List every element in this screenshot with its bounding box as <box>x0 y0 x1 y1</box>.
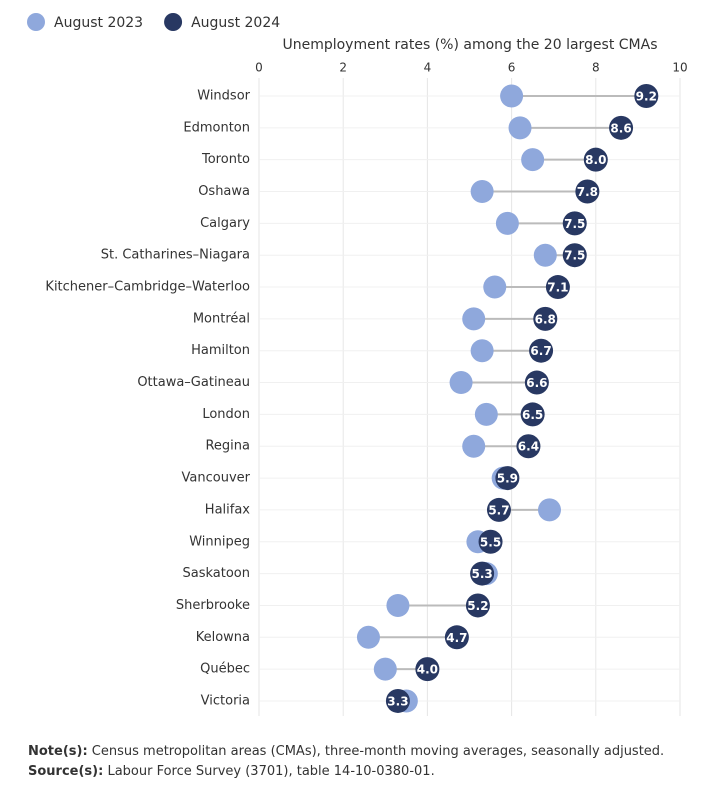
data-label: 6.5 <box>522 408 543 422</box>
dot-2024 <box>524 370 549 395</box>
y-tick-label: Toronto <box>201 152 250 167</box>
x-tick-label: 0 <box>255 61 263 75</box>
legend-label: August 2023 <box>54 15 143 31</box>
dot-2024 <box>385 688 410 713</box>
y-tick-label: Oshawa <box>198 184 250 199</box>
data-label: 5.9 <box>497 472 518 486</box>
y-tick-label: St. Catharines–Niagara <box>101 248 250 263</box>
dot-2023 <box>474 402 498 426</box>
dot-2024 <box>575 179 600 204</box>
y-tick-label: Victoria <box>201 693 250 708</box>
dot-2023 <box>533 243 557 267</box>
dot-2023 <box>521 148 545 172</box>
y-tick-label: Québec <box>200 662 250 677</box>
dot-2023 <box>500 84 524 108</box>
dot-2024 <box>470 561 495 586</box>
dot-2023 <box>462 307 486 331</box>
data-label: 6.6 <box>526 376 547 390</box>
data-label: 7.1 <box>547 281 568 295</box>
dot-2023 <box>449 371 473 395</box>
dot-2024 <box>533 306 558 331</box>
dot-2024 <box>520 402 545 427</box>
data-label: 9.2 <box>636 90 657 104</box>
dot-2023 <box>483 275 507 299</box>
dot-2023 <box>537 498 561 522</box>
dot-2024 <box>415 657 440 682</box>
data-label: 5.5 <box>480 535 501 549</box>
x-tick-label: 10 <box>672 61 687 75</box>
data-label: 4.7 <box>446 631 467 645</box>
dot-2024 <box>529 338 554 363</box>
data-label: 6.4 <box>518 440 539 454</box>
y-tick-label: Sherbrooke <box>176 598 250 613</box>
source-label: Source(s): <box>28 764 103 779</box>
data-label: 6.7 <box>530 344 551 358</box>
dot-2024 <box>583 147 608 172</box>
y-tick-label: Calgary <box>200 216 250 231</box>
y-tick-label: Hamilton <box>191 343 250 358</box>
data-label: 7.5 <box>564 249 585 263</box>
dot-2024 <box>634 84 659 108</box>
dot-2023 <box>495 211 519 235</box>
legend-label: August 2024 <box>191 15 280 31</box>
y-tick-label: Edmonton <box>183 120 250 135</box>
data-label: 8.6 <box>610 121 631 135</box>
source: Source(s): Labour Force Survey (3701), t… <box>28 764 435 779</box>
dot-2023 <box>373 657 397 681</box>
dot-2024 <box>609 115 634 140</box>
dot-2023 <box>470 180 494 204</box>
data-label: 4.0 <box>417 663 438 677</box>
dot-2024 <box>562 211 587 236</box>
y-tick-label: London <box>202 407 250 422</box>
y-tick-label: Regina <box>205 439 250 454</box>
dot-2024 <box>495 466 520 491</box>
y-tick-label: Winnipeg <box>189 534 250 549</box>
dot-2024 <box>486 497 511 522</box>
dot-2023 <box>462 434 486 458</box>
legend-marker <box>27 13 45 31</box>
x-tick-label: 4 <box>424 61 432 75</box>
data-label: 7.8 <box>577 185 598 199</box>
dot-2024 <box>545 275 570 300</box>
note-text: Census metropolitan areas (CMAs), three-… <box>88 744 665 759</box>
x-tick-label: 2 <box>339 61 347 75</box>
data-label: 5.2 <box>467 599 488 613</box>
y-tick-label: Halifax <box>205 502 251 517</box>
data-label: 5.7 <box>488 503 509 517</box>
data-label: 6.8 <box>535 312 556 326</box>
legend-marker <box>164 13 183 31</box>
y-tick-label: Kitchener–Cambridge–Waterloo <box>45 280 250 295</box>
data-label: 5.3 <box>471 567 492 581</box>
x-tick-label: 8 <box>592 61 600 75</box>
dot-2024 <box>444 625 469 650</box>
y-tick-label: Montréal <box>193 311 250 326</box>
note: Note(s): Census metropolitan areas (CMAs… <box>28 744 664 759</box>
y-tick-label: Ottawa–Gatineau <box>137 375 250 390</box>
dot-2023 <box>508 116 532 140</box>
note-label: Note(s): <box>28 744 88 759</box>
y-tick-label: Windsor <box>197 89 250 104</box>
dot-2024 <box>516 434 541 459</box>
dot-2023 <box>356 625 380 649</box>
x-tick-label: 6 <box>508 61 516 75</box>
source-text: Labour Force Survey (3701), table 14-10-… <box>103 764 434 779</box>
dot-2024 <box>478 529 503 554</box>
data-label: 8.0 <box>585 153 606 167</box>
data-label: 3.3 <box>387 694 408 708</box>
y-tick-label: Kelowna <box>196 630 250 645</box>
dot-2024 <box>562 243 587 268</box>
y-tick-label: Vancouver <box>182 471 251 486</box>
chart-title: Unemployment rates (%) among the 20 larg… <box>282 37 657 53</box>
y-tick-label: Saskatoon <box>182 566 250 581</box>
dot-2024 <box>465 593 490 618</box>
dot-2023 <box>386 593 410 617</box>
dot-2023 <box>470 339 494 363</box>
data-label: 7.5 <box>564 217 585 231</box>
